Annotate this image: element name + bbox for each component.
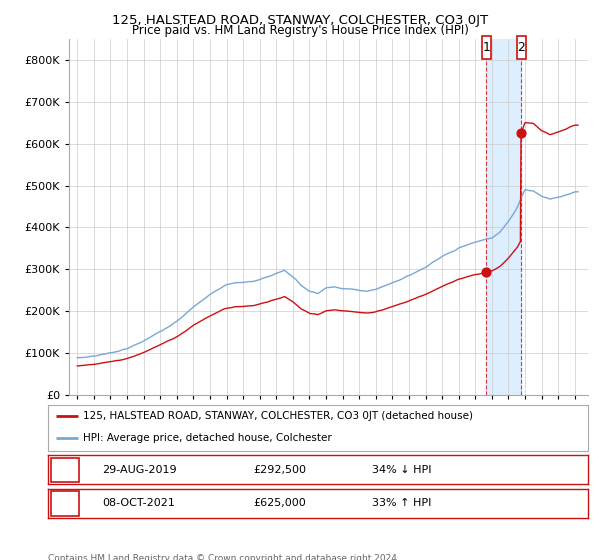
Bar — [50, 491, 79, 516]
Text: 125, HALSTEAD ROAD, STANWAY, COLCHESTER, CO3 0JT (detached house): 125, HALSTEAD ROAD, STANWAY, COLCHESTER,… — [83, 412, 473, 421]
Text: HPI: Average price, detached house, Colchester: HPI: Average price, detached house, Colc… — [83, 433, 332, 443]
Text: 2: 2 — [61, 497, 68, 510]
Text: £292,500: £292,500 — [253, 465, 306, 475]
Text: Price paid vs. HM Land Registry's House Price Index (HPI): Price paid vs. HM Land Registry's House … — [131, 24, 469, 37]
Text: 34% ↓ HPI: 34% ↓ HPI — [372, 465, 431, 475]
Bar — [486, 39, 521, 395]
Text: 08-OCT-2021: 08-OCT-2021 — [102, 498, 175, 508]
Bar — [50, 458, 79, 482]
Text: £625,000: £625,000 — [253, 498, 306, 508]
Text: 2: 2 — [517, 41, 525, 54]
Text: 29-AUG-2019: 29-AUG-2019 — [102, 465, 176, 475]
Text: Contains HM Land Registry data © Crown copyright and database right 2024.
This d: Contains HM Land Registry data © Crown c… — [48, 554, 400, 560]
Text: 1: 1 — [61, 463, 68, 477]
Bar — [482, 36, 491, 59]
Bar — [517, 36, 526, 59]
Text: 33% ↑ HPI: 33% ↑ HPI — [372, 498, 431, 508]
Text: 1: 1 — [482, 41, 490, 54]
Point — [517, 129, 526, 138]
Point — [481, 268, 491, 277]
Text: 125, HALSTEAD ROAD, STANWAY, COLCHESTER, CO3 0JT: 125, HALSTEAD ROAD, STANWAY, COLCHESTER,… — [112, 14, 488, 27]
